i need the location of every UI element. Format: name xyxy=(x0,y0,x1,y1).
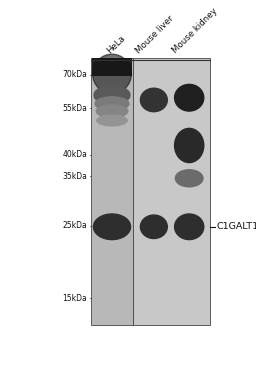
Ellipse shape xyxy=(175,128,204,163)
Text: 35kDa: 35kDa xyxy=(62,172,87,181)
Text: Mouse kidney: Mouse kidney xyxy=(171,7,220,55)
Ellipse shape xyxy=(175,84,204,111)
Text: 70kDa: 70kDa xyxy=(62,70,87,79)
Bar xyxy=(133,58,210,325)
Text: 15kDa: 15kDa xyxy=(62,294,87,303)
Ellipse shape xyxy=(97,115,127,126)
Text: Mouse liver: Mouse liver xyxy=(134,14,175,55)
Ellipse shape xyxy=(95,97,129,111)
Text: 55kDa: 55kDa xyxy=(62,104,87,113)
Ellipse shape xyxy=(93,214,131,239)
Ellipse shape xyxy=(94,85,130,105)
Text: 40kDa: 40kDa xyxy=(62,150,87,159)
Text: 25kDa: 25kDa xyxy=(62,221,87,230)
Ellipse shape xyxy=(93,54,131,94)
Ellipse shape xyxy=(175,170,203,187)
Ellipse shape xyxy=(140,88,167,112)
Bar xyxy=(92,58,132,76)
Ellipse shape xyxy=(96,105,128,117)
Text: C1GALT1C1: C1GALT1C1 xyxy=(216,222,256,231)
Ellipse shape xyxy=(175,214,204,239)
Text: HeLa: HeLa xyxy=(105,33,127,55)
Bar xyxy=(91,58,133,325)
Ellipse shape xyxy=(140,215,167,238)
